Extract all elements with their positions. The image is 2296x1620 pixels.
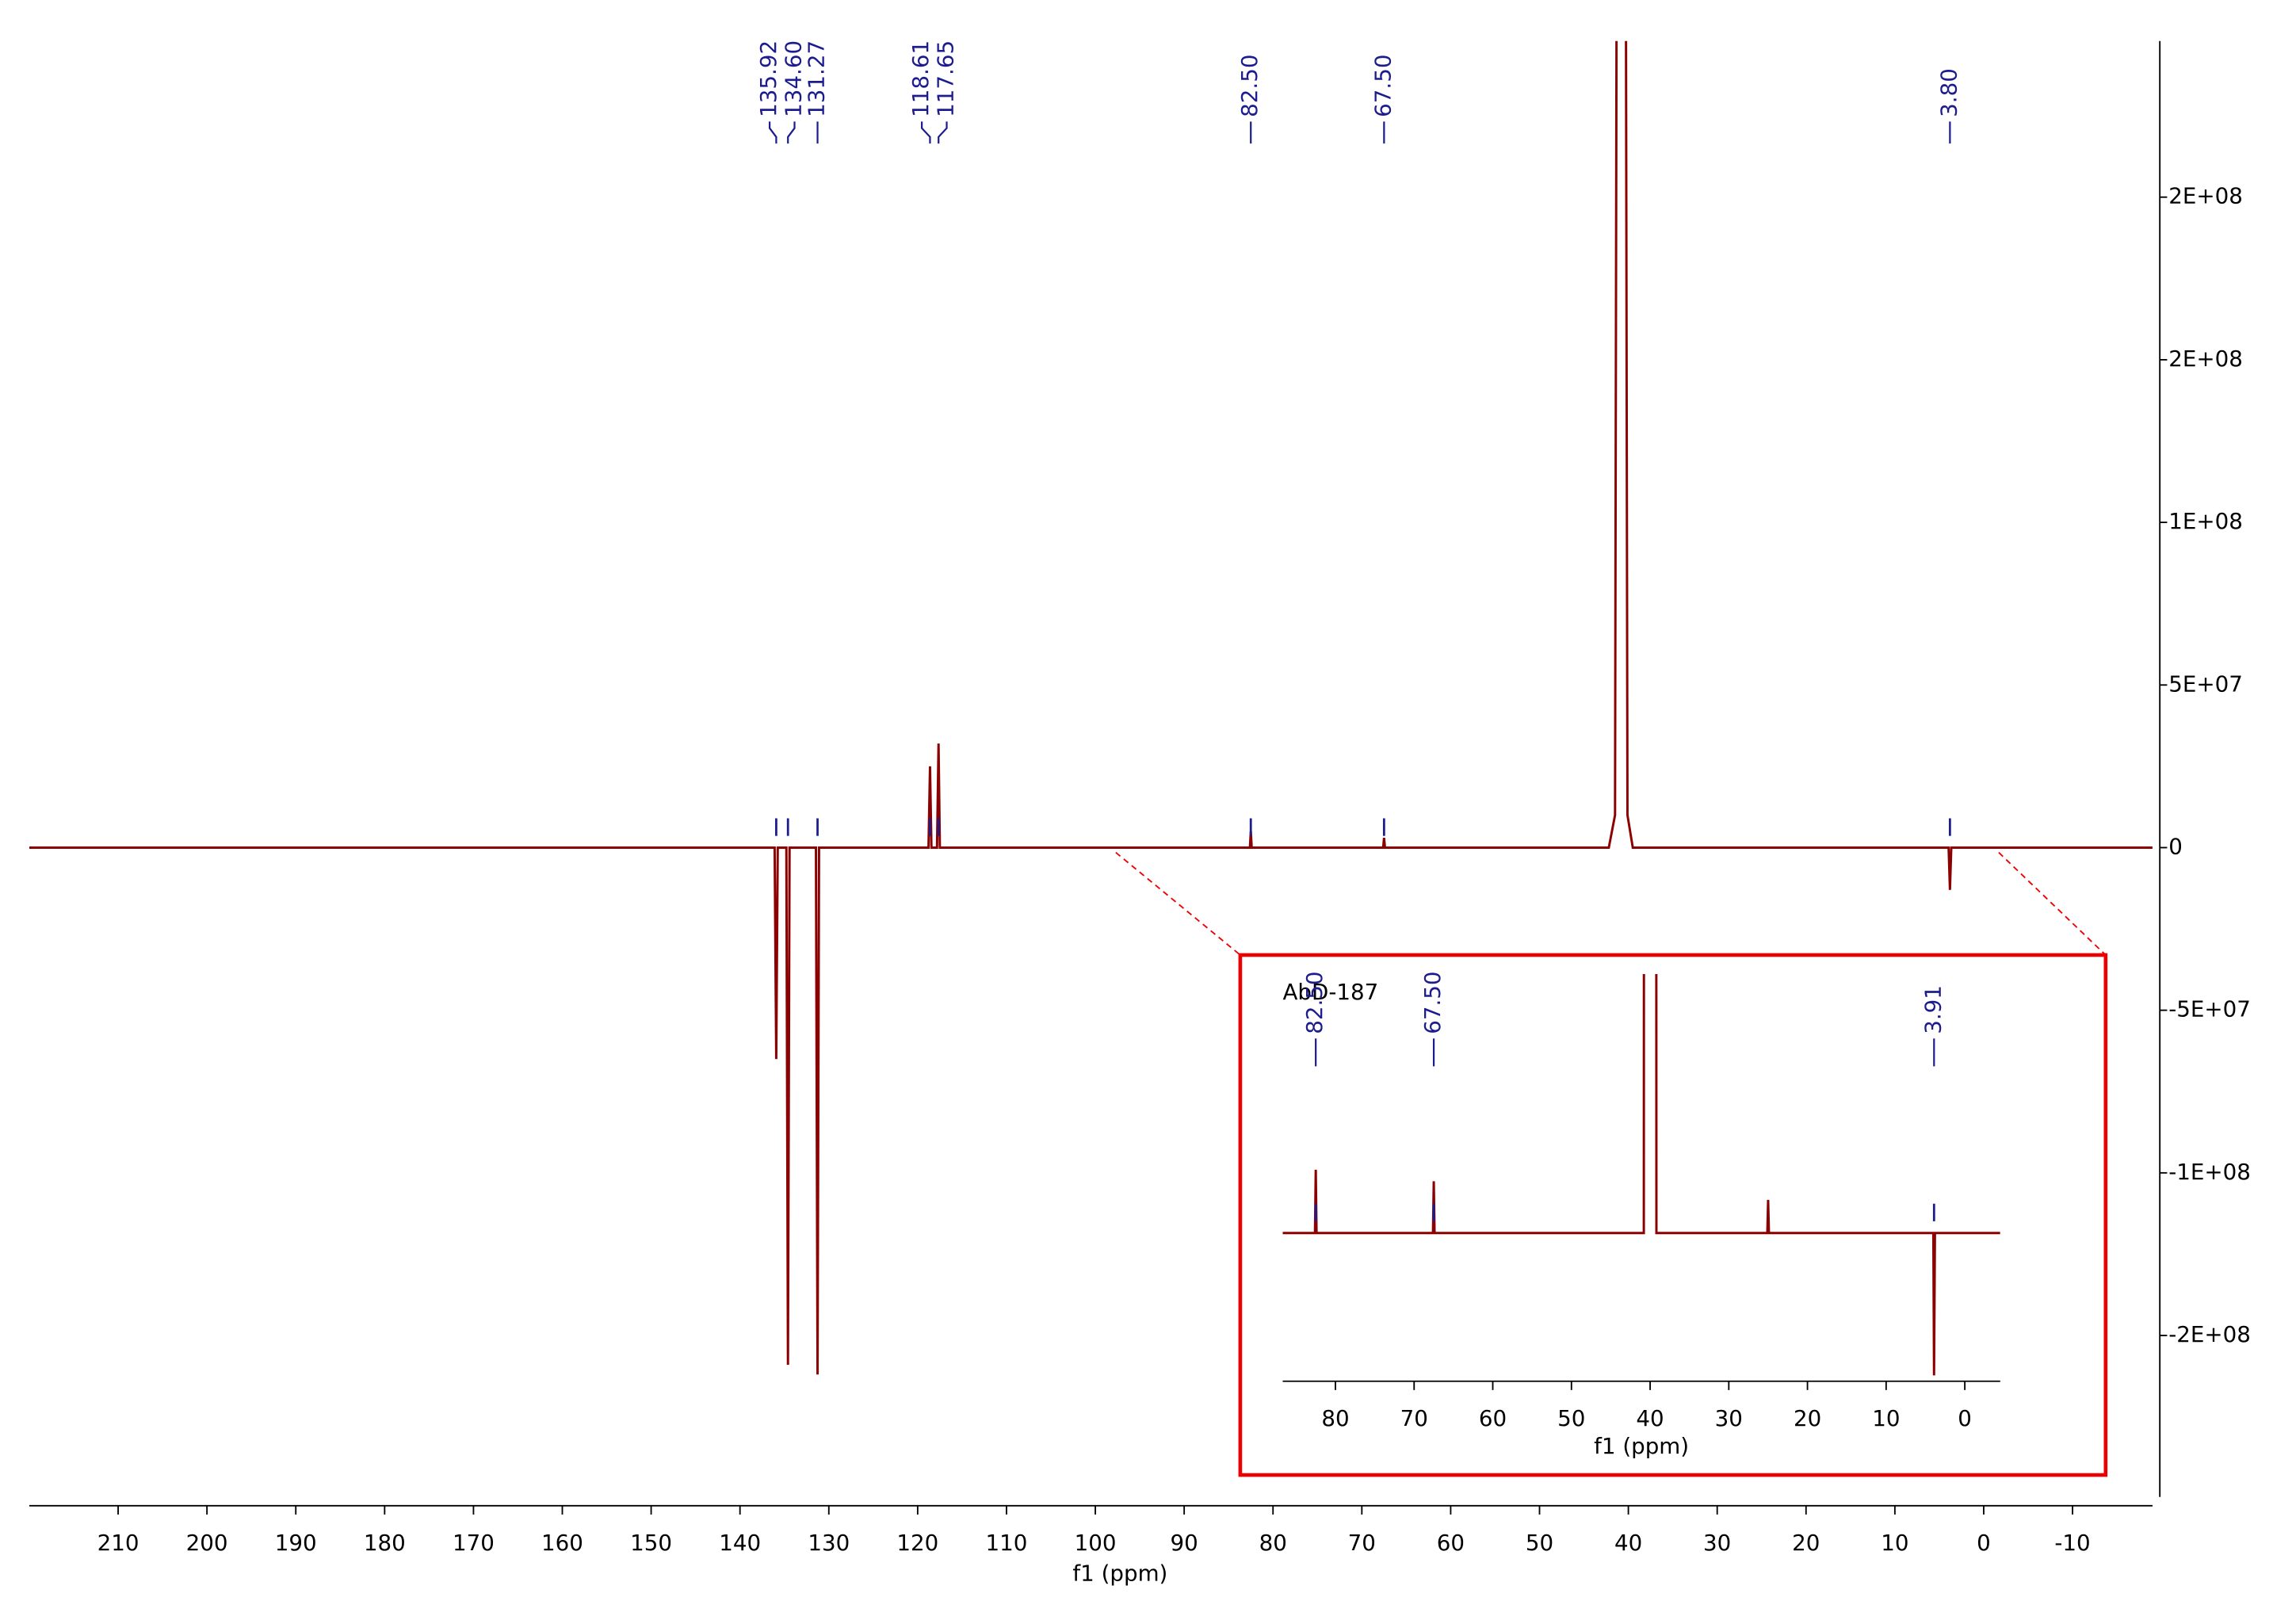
y-tick-label: 2E+08 [2168, 183, 2243, 209]
peak-label: 131.27 [804, 40, 830, 117]
peak-leader [921, 121, 931, 144]
y-tick-label: -5E+07 [2168, 996, 2251, 1022]
x-tick-label: 100 [1075, 1530, 1117, 1556]
x-tick-label: 10 [1872, 1405, 1900, 1431]
x-tick-label: 110 [986, 1530, 1028, 1556]
x-axis-label: f1 (ppm) [1594, 1433, 1689, 1459]
zoom-connector [1998, 851, 2107, 956]
peak-label: 67.50 [1370, 55, 1396, 117]
x-tick-label: 210 [97, 1530, 139, 1556]
peak-leader [938, 121, 948, 144]
x-axis-label: f1 (ppm) [1072, 1561, 1167, 1587]
peak-leader [787, 121, 796, 144]
x-tick-label: -10 [2054, 1530, 2090, 1556]
peak-label: 67.50 [1419, 971, 1446, 1034]
spectrum [1282, 973, 2000, 1376]
y-tick-label: 1E+08 [2168, 508, 2243, 534]
x-tick-label: 40 [1636, 1405, 1664, 1431]
peak-label: 3.80 [1935, 68, 1962, 117]
x-tick-label: 50 [1526, 1530, 1553, 1556]
spectrum [29, 40, 2153, 1375]
x-tick-label: 130 [808, 1530, 850, 1556]
x-tick-label: 90 [1171, 1530, 1198, 1556]
y-tick-label: 2E+08 [2168, 346, 2243, 372]
inset-frame [1238, 953, 2108, 1477]
x-tick-label: 0 [1977, 1530, 1991, 1556]
x-tick-label: 20 [1794, 1405, 1821, 1431]
x-tick-label: 190 [275, 1530, 317, 1556]
x-tick-label: 120 [896, 1530, 938, 1556]
x-tick-label: 140 [719, 1530, 761, 1556]
x-tick-label: 30 [1703, 1530, 1731, 1556]
x-tick-label: 150 [630, 1530, 672, 1556]
peak-leader [769, 121, 777, 144]
inset-title: AbD-187 [1282, 979, 1378, 1005]
peak-label: 82.50 [1236, 55, 1263, 117]
peak-label: 135.92 [755, 40, 781, 117]
x-tick-label: 60 [1437, 1530, 1465, 1556]
x-tick-label: 70 [1348, 1530, 1376, 1556]
peak-label: 118.61 [907, 40, 934, 117]
x-tick-label: 0 [1958, 1405, 1972, 1431]
zoom-connector [1115, 851, 1241, 956]
y-tick-label: 0 [2168, 833, 2183, 859]
x-tick-label: 200 [186, 1530, 228, 1556]
x-tick-label: 60 [1479, 1405, 1507, 1431]
x-tick-label: 80 [1259, 1530, 1287, 1556]
peak-label: 82.50 [1301, 971, 1328, 1034]
peak-label: 134.60 [781, 40, 807, 117]
x-tick-label: 160 [541, 1530, 583, 1556]
y-tick-label: -1E+08 [2168, 1159, 2251, 1185]
x-tick-label: 70 [1400, 1405, 1428, 1431]
x-tick-label: 40 [1614, 1530, 1642, 1556]
x-tick-label: 180 [364, 1530, 406, 1556]
x-tick-label: 50 [1557, 1405, 1585, 1431]
y-tick-label: 5E+07 [2168, 671, 2243, 697]
x-tick-label: 20 [1792, 1530, 1820, 1556]
x-tick-label: 80 [1321, 1405, 1349, 1431]
y-tick-label: -2E+08 [2168, 1321, 2251, 1347]
x-tick-label: 30 [1715, 1405, 1743, 1431]
x-tick-label: 10 [1881, 1530, 1908, 1556]
x-tick-label: 170 [453, 1530, 495, 1556]
peak-label: 3.91 [1920, 985, 1946, 1034]
peak-label: 117.65 [933, 40, 959, 117]
